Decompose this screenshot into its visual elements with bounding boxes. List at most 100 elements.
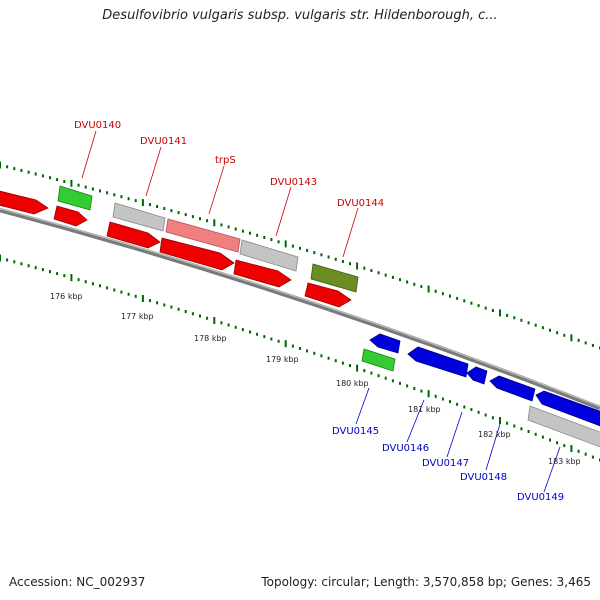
minor-tick [156, 301, 159, 305]
minor-tick [113, 193, 116, 197]
minor-tick [306, 349, 309, 353]
major-tick [141, 295, 144, 302]
minor-tick [41, 174, 44, 178]
minor-tick [420, 285, 423, 289]
minor-tick [27, 170, 30, 174]
genome-backbone [0, 207, 600, 411]
minor-tick [177, 211, 180, 215]
minor-tick [563, 333, 566, 337]
minor-tick [206, 316, 209, 320]
reverse-strand-features [361, 333, 600, 448]
minor-tick [591, 455, 594, 459]
gene-cds-reverse [466, 366, 488, 385]
minor-tick [549, 328, 551, 332]
gene-rna [57, 185, 93, 211]
minor-tick [513, 424, 516, 428]
minor-tick [63, 180, 66, 183]
minor-tick [84, 185, 87, 189]
minor-tick [534, 323, 537, 327]
minor-tick [270, 238, 273, 242]
major-tick [499, 417, 501, 424]
minor-tick [63, 274, 66, 278]
minor-tick [556, 441, 559, 445]
minor-tick [241, 229, 244, 233]
gene-label-dvu0144: DVU0144 [337, 198, 384, 209]
minor-tick [20, 168, 23, 172]
minor-tick [363, 266, 366, 270]
gene-cds-forward [0, 190, 49, 215]
minor-tick [206, 219, 209, 223]
minor-tick [120, 290, 123, 294]
minor-tick [99, 189, 101, 193]
minor-tick [291, 244, 294, 248]
minor-tick [391, 275, 394, 279]
major-tick [356, 364, 359, 372]
minor-tick [327, 356, 330, 360]
major-tick [356, 262, 359, 270]
minor-tick [191, 215, 194, 219]
minor-tick [577, 449, 580, 453]
minor-tick [534, 432, 537, 436]
minor-tick [127, 197, 130, 201]
major-tick [570, 445, 573, 452]
minor-tick [363, 369, 366, 373]
major-tick [213, 317, 216, 324]
minor-tick [99, 284, 101, 288]
minor-tick [227, 323, 230, 327]
minor-tick [199, 314, 201, 318]
minor-tick [520, 427, 523, 431]
scale-label-182kbp: 182 kbp [478, 430, 511, 439]
minor-tick [184, 213, 187, 217]
minor-tick [77, 183, 80, 187]
gene-olive [310, 263, 359, 293]
minor-tick [184, 310, 187, 313]
major-tick [70, 274, 73, 282]
scale-label-177kbp: 177 kbp [121, 312, 154, 321]
minor-tick [527, 321, 530, 325]
minor-tick [527, 430, 530, 433]
major-tick [284, 240, 287, 248]
minor-tick [591, 343, 594, 347]
scale-label-176kbp: 176 kbp [50, 292, 83, 301]
inner-tick-ring [0, 254, 600, 462]
minor-tick [413, 387, 416, 390]
minor-tick [234, 325, 237, 329]
minor-tick [27, 264, 30, 268]
minor-tick [399, 278, 401, 282]
major-tick [213, 219, 216, 227]
minor-tick [456, 296, 459, 300]
minor-tick [149, 203, 151, 207]
minor-tick [6, 165, 9, 169]
minor-tick [91, 282, 94, 286]
minor-tick [163, 303, 166, 307]
gene-other [239, 239, 299, 272]
minor-tick [127, 292, 130, 296]
minor-tick [406, 384, 409, 388]
reverse-callouts [355, 387, 561, 493]
gene-label-dvu0141: DVU0141 [140, 136, 187, 147]
minor-tick [556, 331, 559, 335]
minor-tick [334, 359, 337, 363]
minor-tick [541, 326, 544, 330]
accession-text: Accession: NC_002937 [9, 575, 146, 589]
minor-tick [56, 272, 59, 276]
minor-tick [449, 294, 451, 298]
minor-tick [49, 176, 51, 180]
minor-tick [470, 408, 473, 412]
gene-label-dvu0148: DVU0148 [460, 472, 507, 483]
minor-tick [520, 318, 523, 322]
minor-tick [199, 217, 201, 221]
minor-tick [256, 233, 259, 237]
gene-cds-forward [53, 205, 88, 227]
minor-tick [120, 195, 123, 199]
minor-tick [549, 438, 551, 442]
minor-tick [313, 351, 316, 355]
minor-tick [456, 402, 459, 406]
gene-rna [361, 348, 396, 372]
minor-tick [513, 316, 516, 320]
gene-label-dvu0143: DVU0143 [270, 177, 317, 188]
minor-tick [563, 444, 566, 448]
gene-cds-forward [159, 237, 235, 271]
minor-tick [491, 416, 494, 420]
minor-tick [370, 371, 373, 375]
